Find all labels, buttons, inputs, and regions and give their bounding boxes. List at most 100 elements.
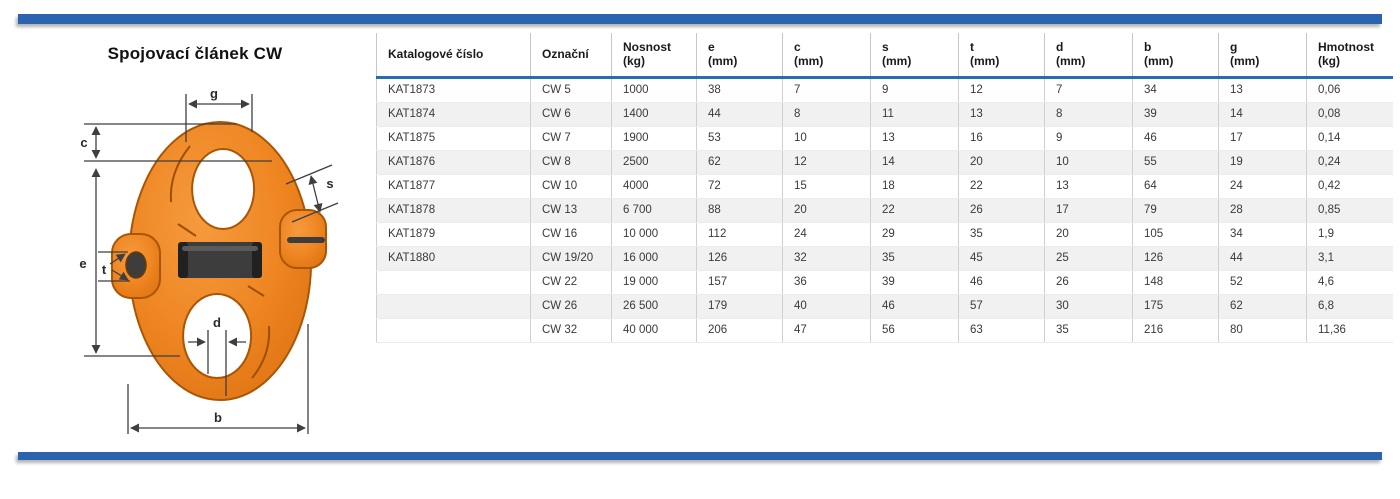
table-cell: CW 8 <box>530 150 612 175</box>
column-header: Označní <box>530 33 612 79</box>
table-cell: 40 000 <box>611 318 697 343</box>
spec-table-header: Katalogové číslo Označní Nosnost (kg) e (mm… <box>376 33 1393 79</box>
table-row: KAT1880 CW 19/20 16 000 126 32 35 45 25 126 44 3,1 <box>376 246 1393 271</box>
table-cell: 30 <box>1044 294 1133 319</box>
table-row: KAT1876 CW 8 2500 62 12 14 20 10 55 19 0,24 <box>376 150 1393 175</box>
table-cell: 0,08 <box>1306 102 1393 127</box>
table-cell: 17 <box>1044 198 1133 223</box>
table-row: KAT1877 CW 10 4000 72 15 18 22 13 64 24 0,42 <box>376 174 1393 199</box>
table-row: KAT1878 CW 13 6 700 88 20 22 26 17 79 28 0,85 <box>376 198 1393 223</box>
table-cell: 32 <box>782 246 871 271</box>
table-cell: 44 <box>1218 246 1307 271</box>
dim-label-c: c <box>80 135 87 150</box>
table-cell: 17 <box>1218 126 1307 151</box>
table-cell: 20 <box>1044 222 1133 247</box>
table-cell: 105 <box>1132 222 1219 247</box>
dim-label-s: s <box>326 176 333 191</box>
table-cell: 7 <box>782 77 871 103</box>
table-cell <box>376 294 531 319</box>
table-cell: 57 <box>958 294 1045 319</box>
table-cell: 179 <box>696 294 783 319</box>
table-cell: 13 <box>1218 77 1307 103</box>
dimension-t: t <box>98 251 130 282</box>
table-cell <box>376 318 531 343</box>
table-cell: 24 <box>782 222 871 247</box>
table-cell: 1900 <box>611 126 697 151</box>
table-cell: 36 <box>782 270 871 295</box>
table-cell: 14 <box>870 150 959 175</box>
table-row: CW 22 19 000 157 36 39 46 26 148 52 4,6 <box>376 270 1393 295</box>
table-cell: 6,8 <box>1306 294 1393 319</box>
header-row: Katalogové číslo Označní Nosnost (kg) e (mm… <box>376 33 1393 79</box>
table-row: KAT1873 CW 5 1000 38 7 9 12 7 34 13 0,06 <box>376 77 1393 103</box>
table-cell: 9 <box>1044 126 1133 151</box>
table-cell: 15 <box>782 174 871 199</box>
table-cell: 35 <box>958 222 1045 247</box>
table-cell: 20 <box>782 198 871 223</box>
table-cell: 0,85 <box>1306 198 1393 223</box>
column-header: d (mm) <box>1044 33 1133 79</box>
table-cell: 28 <box>1218 198 1307 223</box>
column-header: e (mm) <box>696 33 783 79</box>
table-cell: KAT1877 <box>376 174 531 199</box>
table-cell: 25 <box>1044 246 1133 271</box>
table-cell: CW 6 <box>530 102 612 127</box>
table-cell: KAT1876 <box>376 150 531 175</box>
table-cell: 12 <box>782 150 871 175</box>
table-cell: 112 <box>696 222 783 247</box>
dim-label-t: t <box>102 262 107 277</box>
table-row: CW 26 26 500 179 40 46 57 30 175 62 6,8 <box>376 294 1393 319</box>
table-cell: 26 <box>958 198 1045 223</box>
table-cell: 0,24 <box>1306 150 1393 175</box>
table-cell: 46 <box>1132 126 1219 151</box>
column-header: c (mm) <box>782 33 871 79</box>
table-cell: 11 <box>870 102 959 127</box>
page-title: Spojovací článek CW <box>107 44 283 63</box>
table-cell: 10 <box>782 126 871 151</box>
table-cell: 7 <box>1044 77 1133 103</box>
table-cell: CW 10 <box>530 174 612 199</box>
table-cell: 16 <box>958 126 1045 151</box>
spec-table-body: KAT1873 CW 5 1000 38 7 9 12 7 34 13 0,06 KAT1874 CW … <box>376 77 1393 343</box>
table-cell: 19 <box>1218 150 1307 175</box>
table-cell: 79 <box>1132 198 1219 223</box>
table-cell: KAT1873 <box>376 77 531 103</box>
table-cell: 47 <box>782 318 871 343</box>
dimension-b: b <box>127 324 309 434</box>
top-accent-bar <box>18 14 1382 24</box>
table-cell: 20 <box>958 150 1045 175</box>
dimension-c: c <box>80 123 272 162</box>
table-cell: 14 <box>1218 102 1307 127</box>
table-cell: 4,6 <box>1306 270 1393 295</box>
dim-label-b: b <box>214 410 222 425</box>
table-cell: 26 500 <box>611 294 697 319</box>
table-cell: 126 <box>1132 246 1219 271</box>
dimension-s: s <box>285 164 339 223</box>
link-left-lug <box>111 233 161 299</box>
table-row: CW 32 40 000 206 47 56 63 35 216 80 11,36 <box>376 318 1393 343</box>
bottom-accent-bar <box>18 452 1382 460</box>
table-cell: 13 <box>958 102 1045 127</box>
table-cell: KAT1880 <box>376 246 531 271</box>
table-cell: 34 <box>1132 77 1219 103</box>
table-cell: 24 <box>1218 174 1307 199</box>
table-cell: 126 <box>696 246 783 271</box>
spec-table: Katalogové číslo Označní Nosnost (kg) e (mm… <box>376 33 1393 343</box>
table-cell: 26 <box>1044 270 1133 295</box>
table-cell: 148 <box>1132 270 1219 295</box>
table-cell: 0,14 <box>1306 126 1393 151</box>
dimension-g: g <box>185 86 253 142</box>
table-cell: 45 <box>958 246 1045 271</box>
table-cell: 64 <box>1132 174 1219 199</box>
spec-table-container: Katalogové číslo Označní Nosnost (kg) e (mm… <box>376 33 1393 343</box>
table-cell: 157 <box>696 270 783 295</box>
link-pin <box>178 242 262 278</box>
link-right-lug <box>279 209 327 269</box>
dim-label-g: g <box>210 86 218 101</box>
table-cell: 38 <box>696 77 783 103</box>
table-cell: 10 <box>1044 150 1133 175</box>
table-cell: 8 <box>1044 102 1133 127</box>
table-cell: 1400 <box>611 102 697 127</box>
column-header: s (mm) <box>870 33 959 79</box>
